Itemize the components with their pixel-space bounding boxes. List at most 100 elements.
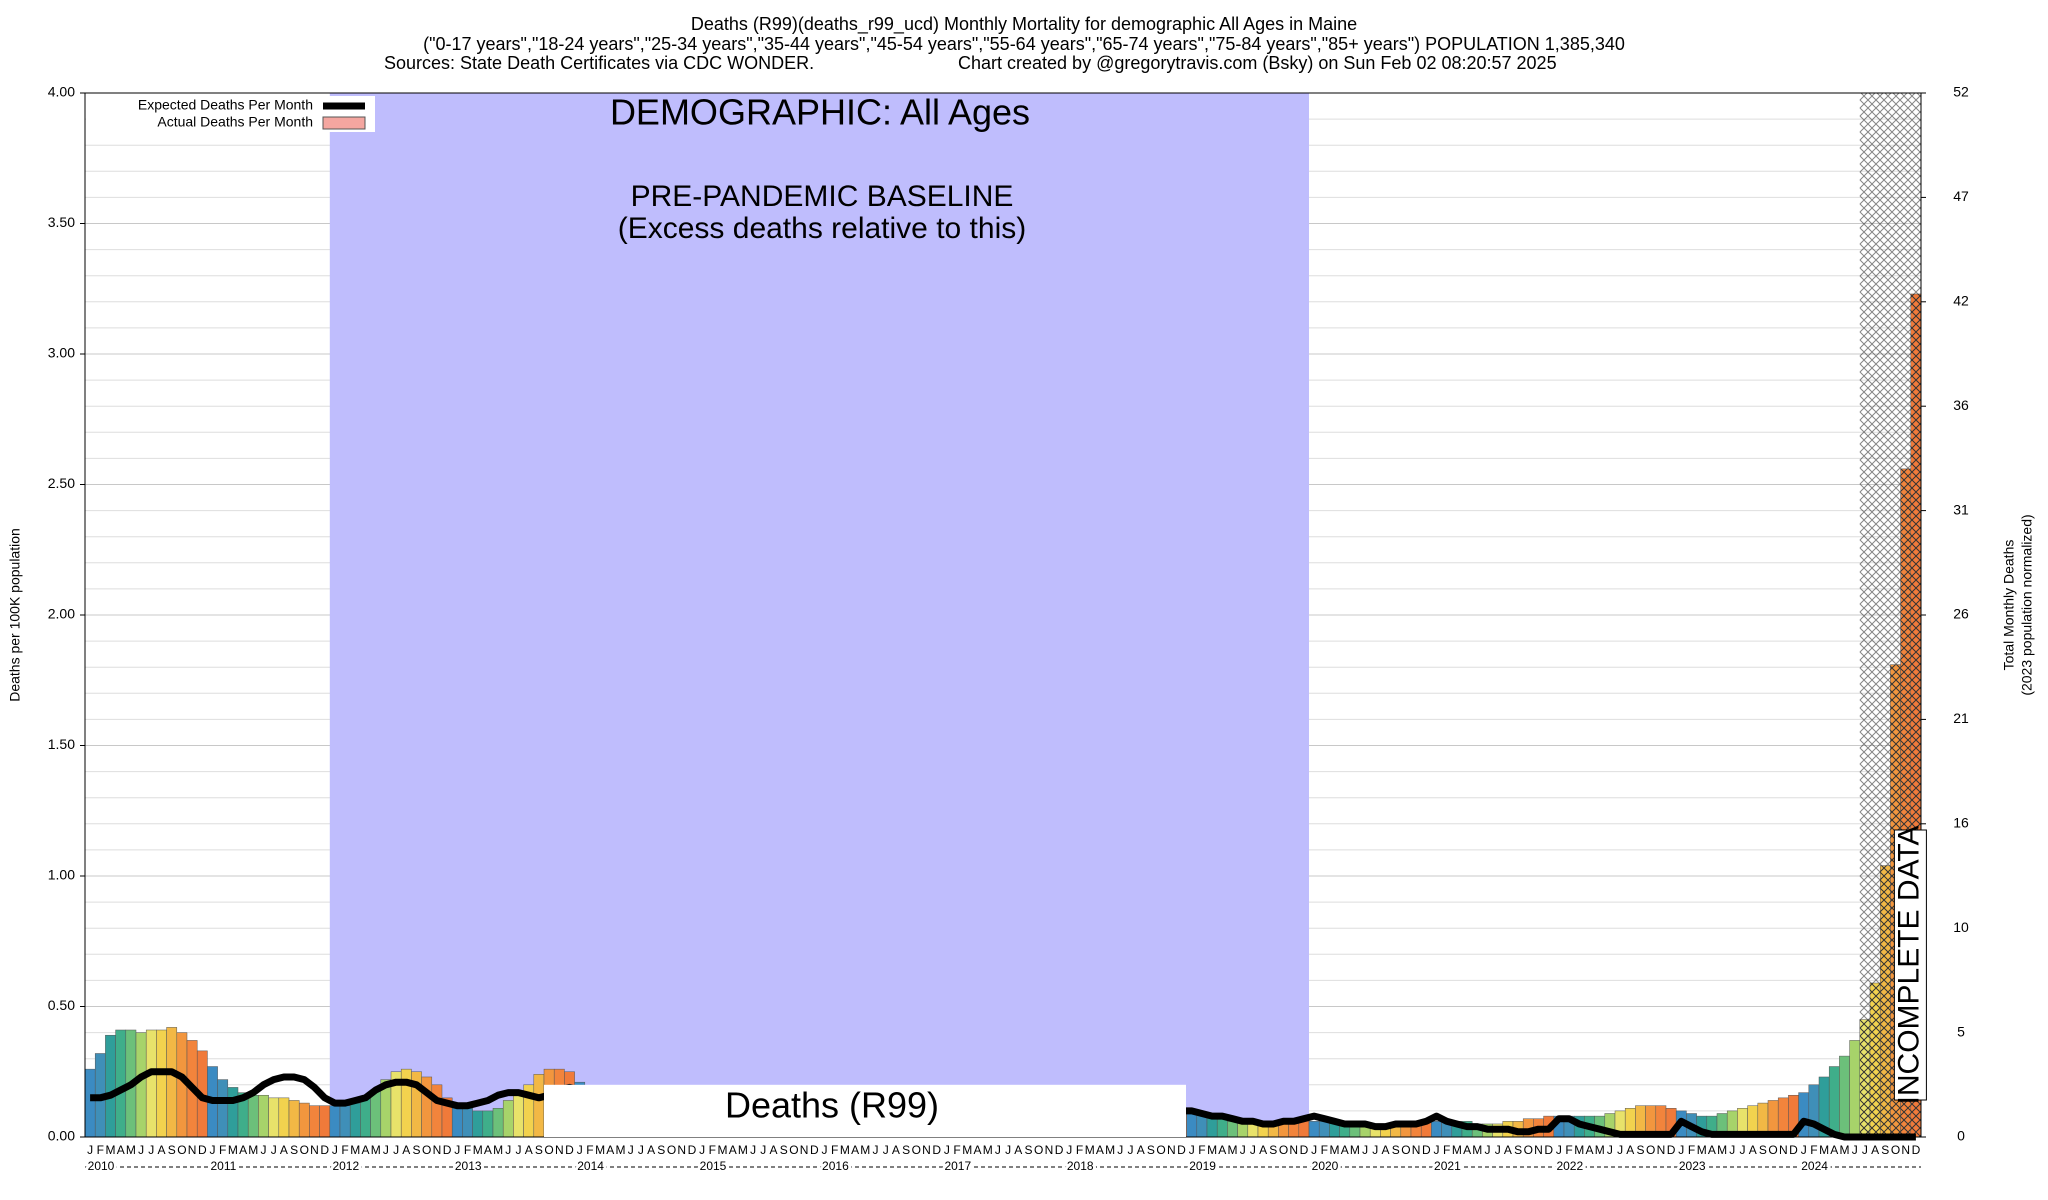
x-tick-label: O bbox=[667, 1143, 676, 1157]
bar bbox=[1849, 1040, 1861, 1138]
year-label: 2018 bbox=[1067, 1159, 1094, 1173]
legend-label: Actual Deaths Per Month bbox=[157, 114, 313, 130]
x-tick-label: J bbox=[1862, 1143, 1868, 1157]
x-tick-label: M bbox=[1697, 1143, 1707, 1157]
x-tick-label: O bbox=[1156, 1143, 1165, 1157]
year-label: 2020 bbox=[1312, 1159, 1339, 1173]
x-tick-label: F bbox=[341, 1143, 348, 1157]
chart-subtitle: ("0-17 years","18-24 years","25-34 years… bbox=[423, 34, 1625, 54]
bar bbox=[217, 1079, 229, 1138]
y-tick-label: 0.00 bbox=[48, 1128, 75, 1144]
y2-tick-label: 10 bbox=[1953, 919, 1969, 935]
bar bbox=[298, 1102, 310, 1138]
y2-tick-label: 16 bbox=[1953, 815, 1969, 831]
x-tick-label: D bbox=[1912, 1143, 1921, 1157]
x-tick-label: J bbox=[1617, 1143, 1623, 1157]
x-tick-label: M bbox=[1105, 1143, 1115, 1157]
x-tick-label: F bbox=[1443, 1143, 1450, 1157]
x-tick-label: A bbox=[117, 1143, 125, 1157]
x-tick-label: S bbox=[1636, 1143, 1644, 1157]
x-tick-label: J bbox=[148, 1143, 154, 1157]
x-tick-label: O bbox=[300, 1143, 309, 1157]
x-tick-label: J bbox=[750, 1143, 756, 1157]
x-tick-label: J bbox=[883, 1143, 889, 1157]
x-tick-label: A bbox=[1585, 1143, 1593, 1157]
x-tick-label: A bbox=[1341, 1143, 1349, 1157]
bar bbox=[268, 1097, 280, 1138]
y2-tick-label: 42 bbox=[1953, 293, 1969, 309]
x-tick-label: J bbox=[210, 1143, 216, 1157]
x-tick-label: M bbox=[1452, 1143, 1462, 1157]
x-tick-label: M bbox=[1085, 1143, 1095, 1157]
y-tick-label: 3.50 bbox=[48, 214, 75, 230]
x-tick-label: D bbox=[810, 1143, 819, 1157]
x-tick-label: O bbox=[1279, 1143, 1288, 1157]
x-tick-label: D bbox=[443, 1143, 452, 1157]
bar bbox=[1431, 1121, 1442, 1138]
x-tick-label: J bbox=[1250, 1143, 1256, 1157]
bar-hatch bbox=[1900, 468, 1911, 1138]
x-tick-label: J bbox=[1434, 1143, 1440, 1157]
x-tick-label: O bbox=[544, 1143, 553, 1157]
bar bbox=[145, 1029, 157, 1138]
x-tick-label: A bbox=[1830, 1143, 1838, 1157]
x-tick-label: J bbox=[628, 1143, 634, 1157]
bar bbox=[1227, 1121, 1238, 1138]
x-tick-label: A bbox=[1218, 1143, 1226, 1157]
x-tick-label: S bbox=[1392, 1143, 1400, 1157]
x-tick-label: N bbox=[1657, 1143, 1666, 1157]
bar bbox=[227, 1087, 239, 1138]
x-tick-label: N bbox=[1412, 1143, 1421, 1157]
x-tick-label: S bbox=[657, 1143, 665, 1157]
x-tick-label: F bbox=[1565, 1143, 1572, 1157]
x-tick-label: J bbox=[383, 1143, 389, 1157]
x-tick-label: N bbox=[1534, 1143, 1543, 1157]
year-label: 2021 bbox=[1434, 1159, 1461, 1173]
x-tick-label: O bbox=[422, 1143, 431, 1157]
x-tick-label: M bbox=[1574, 1143, 1584, 1157]
x-tick-label: J bbox=[760, 1143, 766, 1157]
y2-tick-label: 26 bbox=[1953, 606, 1969, 622]
bar bbox=[1216, 1118, 1228, 1138]
year-label: 2012 bbox=[332, 1159, 359, 1173]
bar bbox=[339, 1105, 351, 1138]
x-tick-label: J bbox=[1607, 1143, 1613, 1157]
bar bbox=[502, 1100, 514, 1138]
x-tick-label: M bbox=[1472, 1143, 1482, 1157]
x-tick-label: J bbox=[505, 1143, 511, 1157]
bar bbox=[360, 1097, 371, 1138]
bar bbox=[105, 1034, 116, 1138]
x-tick-label: J bbox=[944, 1143, 950, 1157]
x-tick-label: O bbox=[789, 1143, 798, 1157]
x-tick-label: J bbox=[454, 1143, 460, 1157]
x-tick-label: A bbox=[1096, 1143, 1104, 1157]
sources: Sources: State Death Certificates via CD… bbox=[384, 53, 814, 73]
x-tick-label: A bbox=[973, 1143, 981, 1157]
bar bbox=[482, 1110, 494, 1138]
bar bbox=[166, 1027, 178, 1138]
x-tick-label: F bbox=[1810, 1143, 1817, 1157]
x-tick-label: A bbox=[892, 1143, 900, 1157]
x-tick-label: D bbox=[1667, 1143, 1676, 1157]
bar bbox=[451, 1105, 463, 1138]
x-tick-label: J bbox=[1678, 1143, 1684, 1157]
y-axis-label: Deaths per 100K population bbox=[7, 528, 23, 702]
bar bbox=[309, 1105, 320, 1138]
bar bbox=[513, 1092, 524, 1138]
x-tick-label: A bbox=[1014, 1143, 1022, 1157]
baseline-label: PRE-PANDEMIC BASELINE bbox=[631, 180, 1014, 213]
x-tick-label: F bbox=[709, 1143, 716, 1157]
incomplete-box bbox=[1893, 829, 1927, 1101]
x-tick-label: S bbox=[1269, 1143, 1277, 1157]
x-tick-label: J bbox=[699, 1143, 705, 1157]
x-tick-label: O bbox=[1891, 1143, 1900, 1157]
x-tick-label: M bbox=[126, 1143, 136, 1157]
x-tick-label: F bbox=[219, 1143, 226, 1157]
x-tick-label: M bbox=[840, 1143, 850, 1157]
bar-hatch bbox=[1859, 1019, 1870, 1137]
x-tick-label: D bbox=[932, 1143, 941, 1157]
x-tick-label: N bbox=[800, 1143, 809, 1157]
x-tick-label: N bbox=[1779, 1143, 1788, 1157]
